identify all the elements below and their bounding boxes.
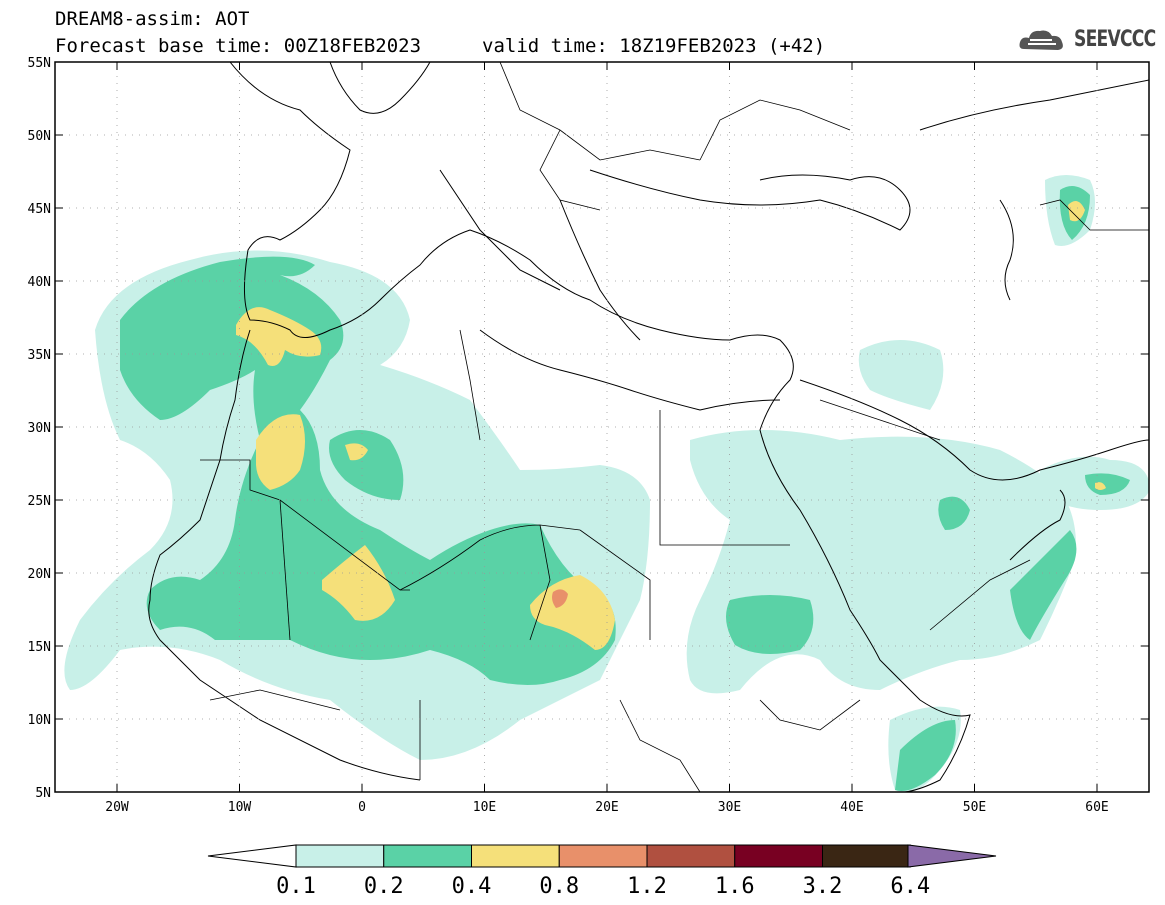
country-borders (200, 62, 1149, 792)
lat-label: 30N (28, 421, 51, 436)
axis-ticks (55, 61, 1149, 793)
lon-label: 20W (105, 800, 129, 815)
coastlines (148, 62, 1149, 792)
graticule (55, 62, 1149, 792)
lon-label: 10W (228, 800, 252, 815)
lon-label: 20E (595, 800, 618, 815)
base-time: Forecast base time: 00Z18FEB2023 (55, 35, 422, 57)
lat-label: 20N (28, 567, 51, 582)
colorbar: 0.1 0.2 0.4 0.8 1.2 1.6 3.2 6.4 (207, 844, 997, 899)
colorbar-cell (646, 844, 736, 868)
lon-label: 60E (1085, 800, 1108, 815)
valid-time: valid time: 18Z19FEB2023 (+42) (482, 35, 826, 57)
lon-labels: 20W 10W 0 10E 20E 30E 40E 50E 60E (105, 800, 1108, 815)
lon-label: 50E (963, 800, 986, 815)
colorbar-label: 0.1 (276, 874, 316, 899)
colorbar-label: 6.4 (890, 874, 930, 899)
lat-label: 25N (28, 494, 51, 509)
colorbar-cell (471, 844, 560, 868)
colorbar-label: 0.8 (539, 874, 579, 899)
colorbar-label: 1.2 (627, 874, 667, 899)
colorbar-label: 0.4 (452, 874, 492, 899)
lon-label: 10E (473, 800, 496, 815)
colorbar-over-arrow (907, 844, 997, 868)
lat-labels: 55N 50N 45N 40N 35N 30N 25N 20N 15N 10N 5N (28, 56, 51, 801)
cloud-logo-icon (1019, 30, 1063, 50)
lat-label: 5N (35, 786, 51, 801)
lon-label: 0 (358, 800, 366, 815)
lat-label: 50N (28, 129, 51, 144)
aot-level-0.2 (120, 186, 1130, 791)
lon-label: 30E (718, 800, 741, 815)
colorbar-label: 1.6 (715, 874, 755, 899)
colorbar-cell (822, 844, 911, 868)
aot-level-0.8 (552, 589, 568, 608)
colorbar-cell (383, 844, 472, 868)
lat-label: 55N (28, 56, 51, 71)
colorbar-cell (734, 844, 823, 868)
lat-label: 10N (28, 713, 51, 728)
lat-label: 35N (28, 348, 51, 363)
model-title: DREAM8-assim: AOT (55, 8, 250, 30)
lon-label: 40E (840, 800, 863, 815)
colorbar-label: 0.2 (364, 874, 404, 899)
logo-text: SEEVCCC (1074, 27, 1156, 52)
colorbar-under-arrow (207, 844, 297, 868)
colorbar-cell (295, 844, 385, 868)
aot-fields (64, 175, 1149, 792)
lat-label: 40N (28, 275, 51, 290)
lat-label: 15N (28, 640, 51, 655)
lat-label: 45N (28, 202, 51, 217)
colorbar-cell (558, 844, 648, 868)
colorbar-label: 3.2 (803, 874, 843, 899)
aot-level-0.4 (236, 201, 1106, 650)
